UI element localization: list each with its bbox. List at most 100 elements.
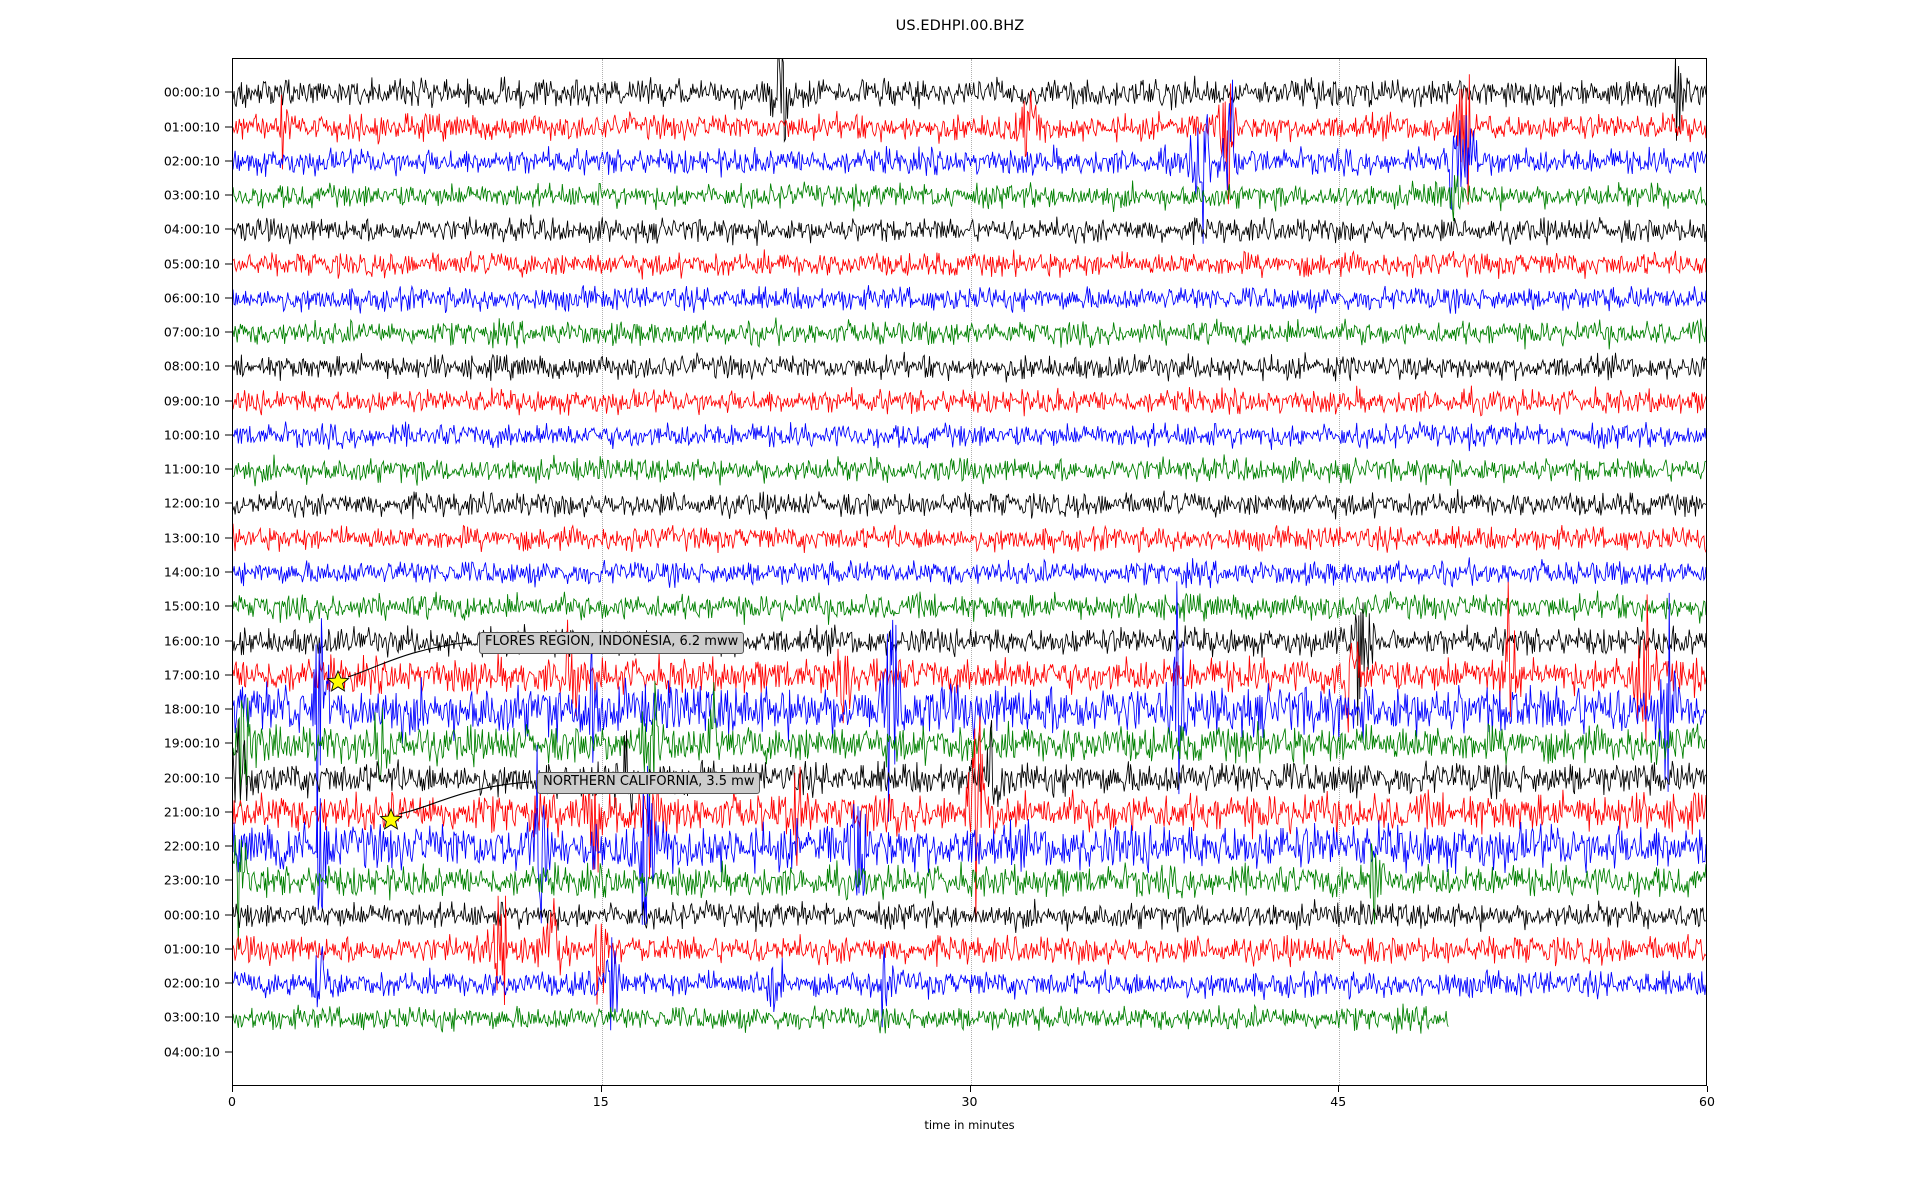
- y-tick-label: 12:00:10: [163, 495, 220, 511]
- y-tick-mark: [225, 845, 232, 847]
- y-tick-label: 03:00:10: [163, 187, 220, 203]
- y-tick-label: 00:00:10: [163, 84, 220, 100]
- y-tick-mark: [225, 777, 232, 779]
- seismogram-trace: [233, 898, 1706, 933]
- seismogram-trace: [233, 834, 1706, 950]
- y-tick-mark: [225, 674, 232, 676]
- y-tick-label: 17:00:10: [163, 667, 220, 683]
- x-tick-mark: [1338, 1086, 1340, 1092]
- plot-area: FLORES REGION, INDONESIA, 6.2 mww NORTHER…: [232, 58, 1707, 1086]
- seismogram-trace: [233, 895, 1706, 1006]
- y-tick-mark: [225, 571, 232, 573]
- x-axis-label: time in minutes: [924, 1118, 1015, 1132]
- y-tick-mark: [225, 91, 232, 93]
- seismogram-traces: [233, 59, 1706, 1034]
- y-tick-label: 07:00:10: [163, 324, 220, 340]
- seismogram-trace: [233, 249, 1706, 280]
- seismogram-trace: [233, 581, 1706, 858]
- y-tick-mark: [225, 742, 232, 744]
- y-tick-label: 13:00:10: [163, 530, 220, 546]
- y-tick-mark: [225, 434, 232, 436]
- y-tick-mark: [225, 160, 232, 162]
- y-tick-mark: [225, 879, 232, 881]
- seismogram-trace: [233, 454, 1706, 487]
- seismogram-trace: [233, 581, 1706, 743]
- seismogram-trace: [233, 175, 1706, 222]
- y-tick-label: 21:00:10: [163, 804, 220, 820]
- earthquake-annotation-label[interactable]: NORTHERN CALIFORNIA, 3.5 mw: [537, 772, 761, 794]
- x-tick-label: 30: [961, 1094, 978, 1109]
- earthquake-star-marker[interactable]: [379, 807, 403, 830]
- earthquake-annotation-label[interactable]: FLORES REGION, INDONESIA, 6.2 mww: [479, 632, 745, 654]
- x-tick-mark: [232, 1086, 233, 1092]
- y-tick-mark: [225, 126, 232, 128]
- seismogram-trace: [233, 317, 1706, 350]
- seismogram-trace: [233, 716, 1706, 923]
- y-tick-mark: [225, 811, 232, 813]
- y-tick-mark: [225, 331, 232, 333]
- y-tick-label: 09:00:10: [163, 393, 220, 409]
- seismogram-trace: [233, 421, 1706, 452]
- y-tick-label: 02:00:10: [163, 975, 220, 991]
- x-tick-mark: [969, 1086, 971, 1092]
- y-tick-mark: [225, 640, 232, 642]
- y-tick-label: 02:00:10: [163, 153, 220, 169]
- y-tick-mark: [225, 263, 232, 265]
- y-tick-mark: [225, 228, 232, 230]
- y-tick-label: 16:00:10: [163, 633, 220, 649]
- page-title: US.EDHPI.00.BHZ: [895, 18, 1025, 34]
- y-tick-label: 15:00:10: [163, 598, 220, 614]
- seismogram-trace: [233, 602, 1706, 726]
- y-tick-label: 08:00:10: [163, 358, 220, 374]
- annotation-leaders: [326, 641, 530, 830]
- seismogram-trace: [233, 1003, 1449, 1034]
- annotation-layer: FLORES REGION, INDONESIA, 6.2 mww NORTHER…: [233, 59, 1706, 1085]
- y-tick-mark: [225, 914, 232, 916]
- gridline-30: [970, 59, 972, 1085]
- y-tick-mark: [225, 948, 232, 950]
- seismogram-trace: [233, 74, 1706, 205]
- y-tick-mark: [225, 605, 232, 607]
- x-tick-label: 0: [228, 1094, 236, 1109]
- y-tick-label: 01:00:10: [163, 119, 220, 135]
- annotation-leader-line: [347, 641, 472, 678]
- seismogram-trace: [233, 681, 1706, 807]
- y-tick-mark: [225, 194, 232, 196]
- earthquake-star-marker[interactable]: [326, 669, 350, 692]
- seismogram-trace: [233, 523, 1706, 554]
- y-tick-label: 06:00:10: [163, 290, 220, 306]
- y-tick-label: 11:00:10: [163, 461, 220, 477]
- y-tick-label: 00:00:10: [163, 907, 220, 923]
- x-tick-label: 15: [592, 1094, 609, 1109]
- gridline-45: [1339, 59, 1341, 1085]
- seismogram-trace: [233, 720, 1706, 815]
- seismogram-trace: [233, 214, 1706, 246]
- y-tick-mark: [225, 400, 232, 402]
- y-tick-label: 19:00:10: [163, 735, 220, 751]
- y-tick-mark: [225, 537, 232, 539]
- y-tick-mark: [225, 502, 232, 504]
- seismogram-trace: [233, 590, 1706, 625]
- y-tick-label: 23:00:10: [163, 872, 220, 888]
- y-tick-label: 10:00:10: [163, 427, 220, 443]
- y-tick-mark: [225, 365, 232, 367]
- y-tick-mark: [225, 468, 232, 470]
- seismogram-trace: [233, 557, 1706, 589]
- x-tick-mark: [600, 1086, 602, 1092]
- annotation-leader-line: [398, 781, 530, 815]
- y-tick-mark: [225, 1051, 232, 1053]
- y-tick-label: 14:00:10: [163, 564, 220, 580]
- y-tick-mark: [225, 1016, 232, 1018]
- seismogram-trace: [233, 59, 1706, 143]
- y-tick-label: 01:00:10: [163, 941, 220, 957]
- seismogram-trace: [233, 284, 1706, 314]
- x-tick-label: 45: [1330, 1094, 1347, 1109]
- y-tick-label: 03:00:10: [163, 1009, 220, 1025]
- y-tick-mark: [225, 708, 232, 710]
- y-tick-label: 04:00:10: [163, 1044, 220, 1060]
- seismogram-trace: [233, 351, 1706, 383]
- y-tick-mark: [225, 982, 232, 984]
- y-tick-label: 04:00:10: [163, 221, 220, 237]
